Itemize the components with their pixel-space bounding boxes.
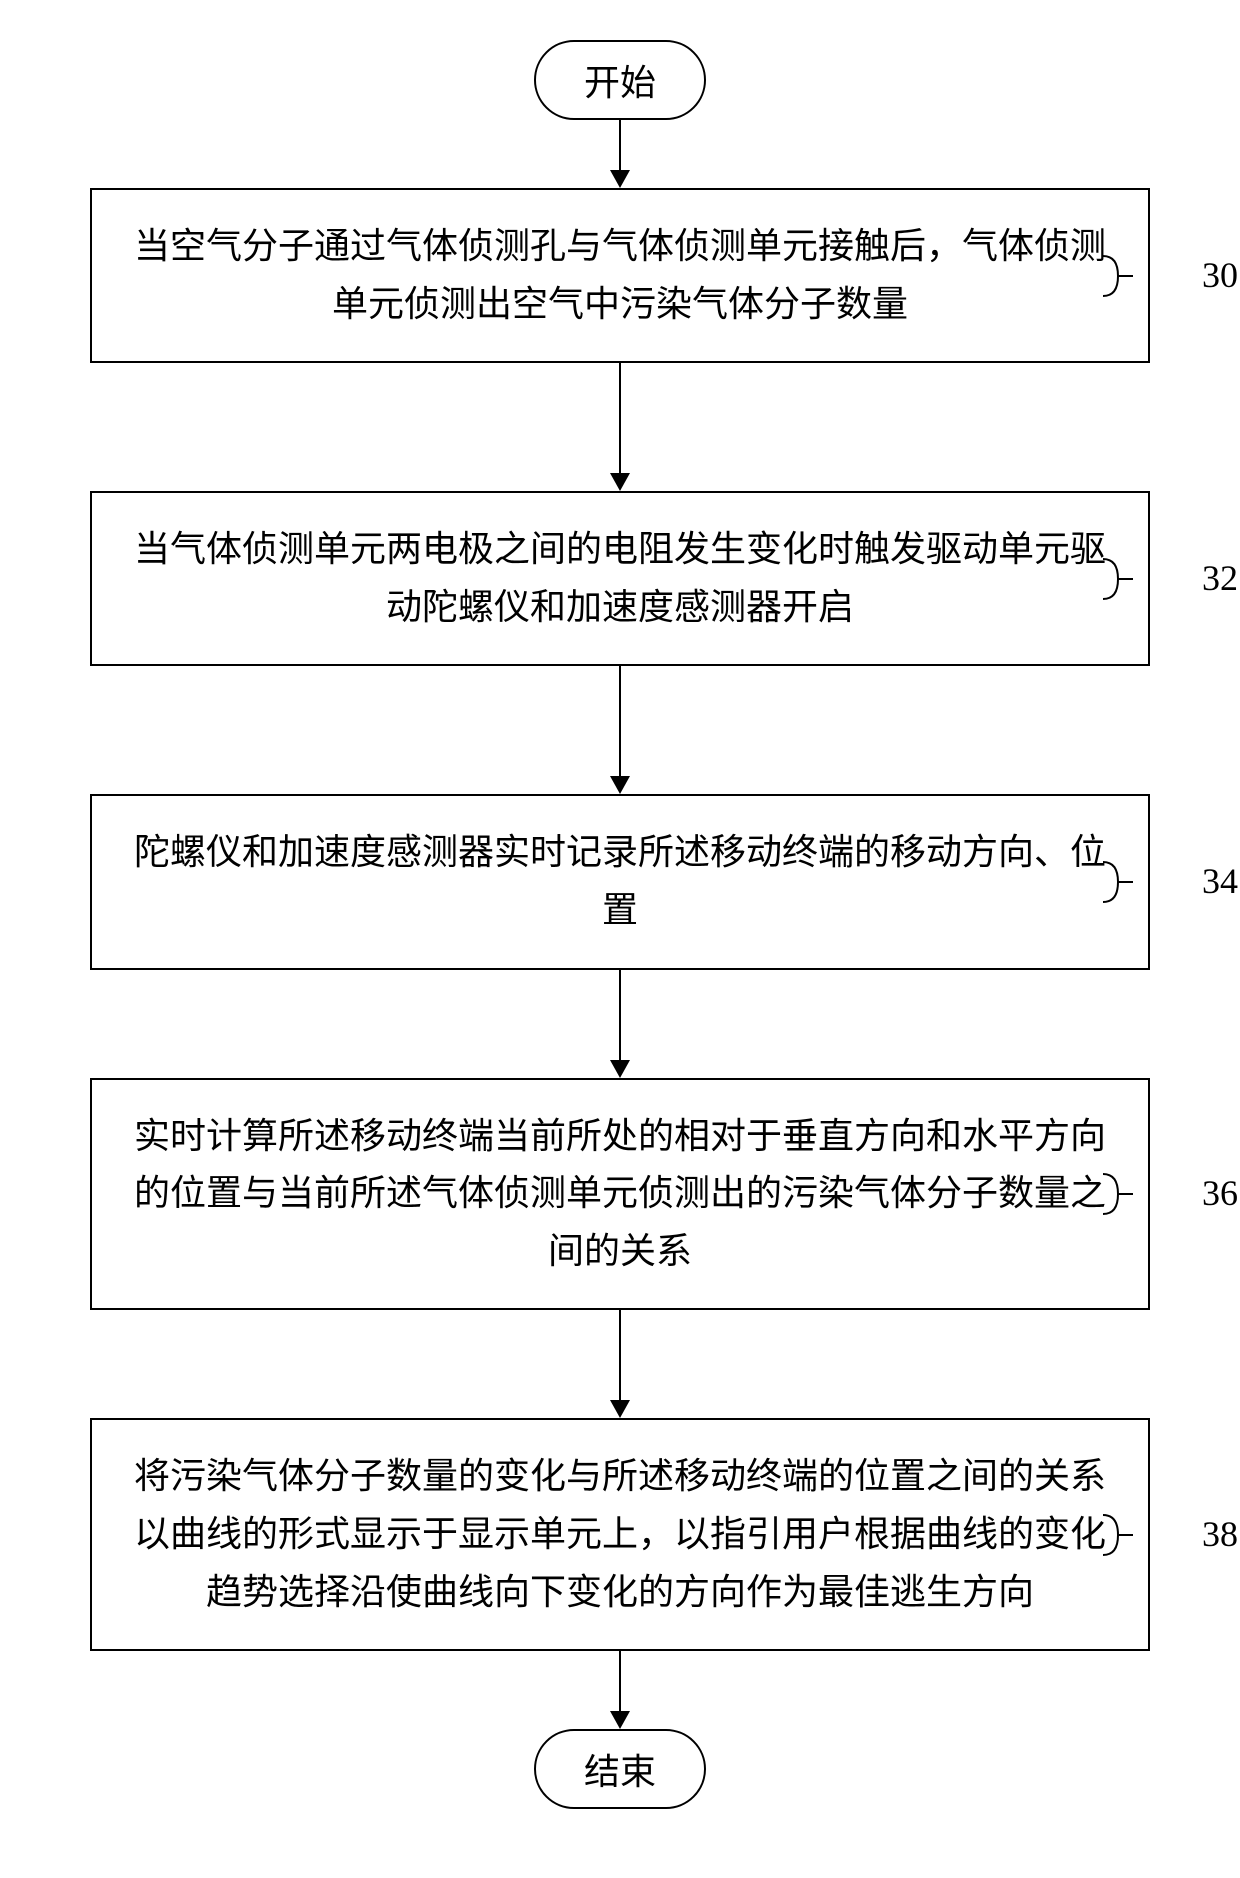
step-36-connector [1103, 1154, 1163, 1234]
arrow-36-to-38 [610, 1310, 630, 1418]
step-34-text: 陀螺仪和加速度感测器实时记录所述移动终端的移动方向、位置 [134, 832, 1106, 930]
step-34-label: 34 [1202, 853, 1238, 911]
step-38-label: 38 [1202, 1506, 1238, 1564]
step-34-connector [1103, 842, 1163, 922]
step-32-box: 当气体侦测单元两电极之间的电阻发生变化时触发驱动单元驱动陀螺仪和加速度感测器开启… [90, 491, 1150, 666]
step-32-text: 当气体侦测单元两电极之间的电阻发生变化时触发驱动单元驱动陀螺仪和加速度感测器开启 [134, 529, 1106, 627]
step-38-box: 将污染气体分子数量的变化与所述移动终端的位置之间的关系以曲线的形式显示于显示单元… [90, 1418, 1150, 1651]
step-34-label-container: 34 [1202, 853, 1238, 911]
step-36-text: 实时计算所述移动终端当前所处的相对于垂直方向和水平方向的位置与当前所述气体侦测单… [134, 1116, 1106, 1271]
step-36-label: 36 [1202, 1165, 1238, 1223]
flowchart: 开始 当空气分子通过气体侦测孔与气体侦测单元接触后，气体侦测单元侦测出空气中污染… [0, 40, 1240, 1809]
step-32-label-container: 32 [1202, 550, 1238, 608]
step-32-connector [1103, 539, 1163, 619]
step-38-text: 将污染气体分子数量的变化与所述移动终端的位置之间的关系以曲线的形式显示于显示单元… [134, 1456, 1106, 1611]
step-34-box: 陀螺仪和加速度感测器实时记录所述移动终端的移动方向、位置 34 [90, 794, 1150, 969]
arrow-start-to-30 [610, 120, 630, 188]
step-38-connector [1103, 1495, 1163, 1575]
arrow-32-to-34 [610, 666, 630, 794]
start-label: 开始 [584, 63, 656, 103]
step-30-label: 30 [1202, 247, 1238, 305]
step-38-label-container: 38 [1202, 1506, 1238, 1564]
step-30-text: 当空气分子通过气体侦测孔与气体侦测单元接触后，气体侦测单元侦测出空气中污染气体分… [134, 226, 1106, 324]
step-30-connector [1103, 236, 1163, 316]
step-36-box: 实时计算所述移动终端当前所处的相对于垂直方向和水平方向的位置与当前所述气体侦测单… [90, 1078, 1150, 1311]
step-30-box: 当空气分子通过气体侦测孔与气体侦测单元接触后，气体侦测单元侦测出空气中污染气体分… [90, 188, 1150, 363]
arrow-30-to-32 [610, 363, 630, 491]
arrow-38-to-end [610, 1651, 630, 1729]
step-36-label-container: 36 [1202, 1165, 1238, 1223]
arrow-34-to-36 [610, 970, 630, 1078]
step-32-label: 32 [1202, 550, 1238, 608]
end-terminal: 结束 [534, 1729, 706, 1809]
end-label: 结束 [584, 1752, 656, 1792]
step-30-label-container: 30 [1202, 247, 1238, 305]
start-terminal: 开始 [534, 40, 706, 120]
